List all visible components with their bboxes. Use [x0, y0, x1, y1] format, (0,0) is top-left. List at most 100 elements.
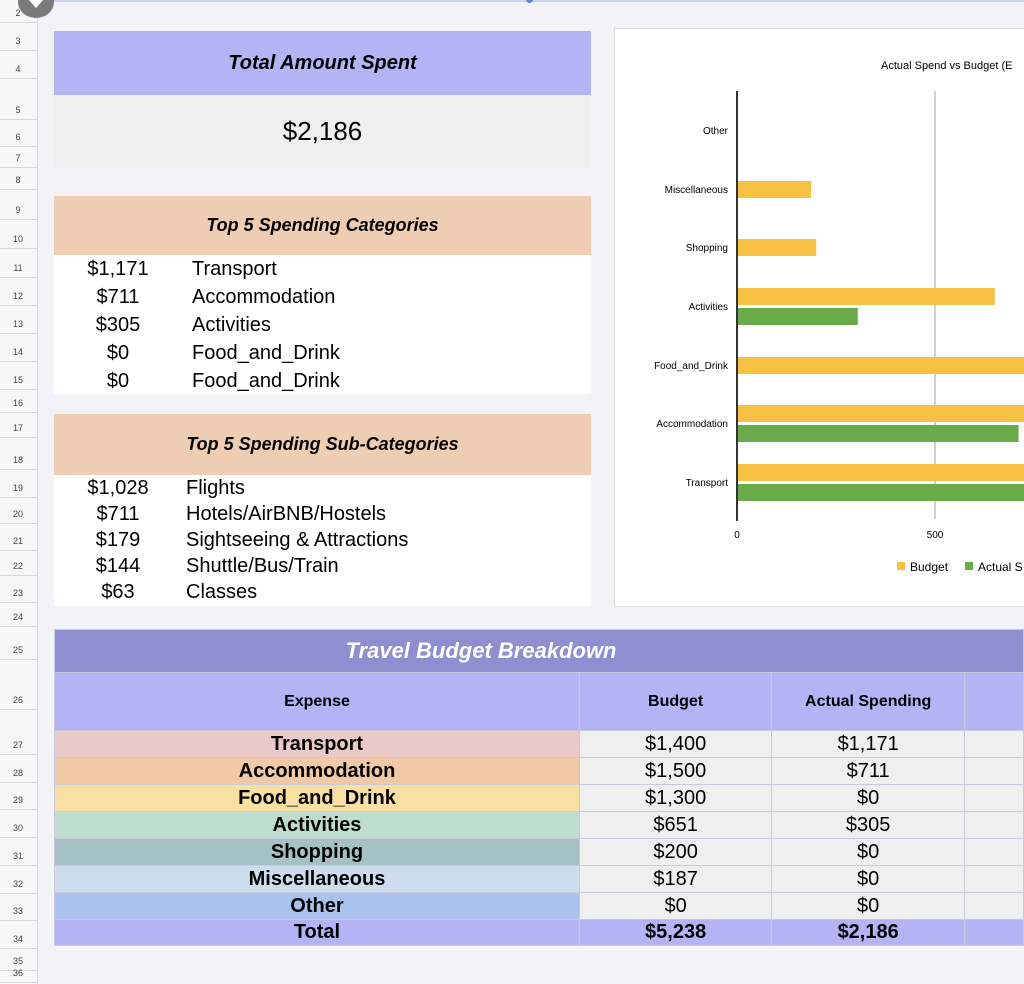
row-number[interactable]: 4 [15, 64, 21, 74]
extra-cell[interactable] [964, 865, 1024, 893]
header-actual[interactable]: Actual Spending [771, 672, 966, 731]
category-tick-label: Food_and_Drink [654, 361, 729, 372]
legend-swatch [897, 562, 905, 570]
row-number[interactable]: 3 [15, 36, 21, 46]
extra-cell[interactable] [964, 757, 1024, 785]
extra-cell[interactable] [964, 892, 1024, 920]
actual-cell[interactable]: $1,171 [771, 730, 966, 758]
budget-cell[interactable]: $200 [578, 838, 773, 866]
budget-cell[interactable]: $0 [578, 892, 773, 920]
header-expense[interactable]: Expense [54, 672, 580, 731]
total-budget[interactable]: $5,238 [578, 919, 773, 946]
header-extra[interactable] [964, 672, 1024, 731]
row-number[interactable]: 15 [12, 375, 23, 385]
bar-budget[interactable] [737, 405, 1024, 422]
bar-budget[interactable] [737, 181, 812, 198]
extra-cell[interactable] [964, 730, 1024, 758]
row-number[interactable]: 35 [12, 956, 23, 966]
actual-cell[interactable]: $0 [771, 892, 966, 920]
legend-label[interactable]: Actual S [978, 560, 1023, 574]
budget-cell[interactable]: $1,300 [578, 784, 773, 812]
extra-cell[interactable] [964, 784, 1024, 812]
row-number[interactable]: 2 [15, 8, 21, 18]
row-number[interactable]: 7 [15, 153, 21, 163]
row-divider [0, 469, 37, 470]
row-number[interactable]: 13 [12, 319, 23, 329]
row-number[interactable]: 10 [12, 234, 23, 244]
row-number[interactable]: 8 [15, 175, 21, 185]
budget-cell[interactable]: $1,400 [578, 730, 773, 758]
expense-name[interactable]: Transport [54, 730, 580, 758]
list-item: $305 Activities [54, 311, 591, 339]
row-number[interactable]: 17 [12, 423, 23, 433]
subcategory-label: Sightseeing & Attractions [186, 529, 409, 551]
extra-cell[interactable] [964, 838, 1024, 866]
chart-svg: Actual Spend vs Budget (E Other Miscellan… [654, 60, 1024, 574]
expense-name[interactable]: Miscellaneous [54, 865, 580, 893]
subcategory-amount: $144 [95, 555, 141, 577]
budget-cell[interactable]: $187 [578, 865, 773, 893]
row-number[interactable]: 6 [15, 132, 21, 142]
total-extra[interactable] [964, 919, 1024, 946]
sheet-menu-button[interactable] [18, 0, 54, 18]
bar-actual-s[interactable] [737, 425, 1019, 442]
row-number[interactable]: 27 [12, 740, 23, 750]
row-number[interactable]: 12 [12, 291, 23, 301]
actual-cell[interactable]: $0 [771, 838, 966, 866]
row-number[interactable]: 30 [12, 823, 23, 833]
actual-cell[interactable]: $305 [771, 811, 966, 839]
row-number[interactable]: 16 [12, 398, 23, 408]
bar-actual-s[interactable] [737, 308, 858, 325]
expense-name[interactable]: Accommodation [54, 757, 580, 785]
row-number[interactable]: 26 [12, 695, 23, 705]
expense-name[interactable]: Other [54, 892, 580, 920]
expense-name[interactable]: Shopping [54, 838, 580, 866]
row-number[interactable]: 5 [15, 105, 21, 115]
row-number[interactable]: 24 [12, 612, 23, 622]
row-number[interactable]: 23 [12, 588, 23, 598]
row-number[interactable]: 21 [12, 536, 23, 546]
bar-budget[interactable] [737, 288, 995, 305]
row-divider [0, 893, 37, 894]
extra-cell[interactable] [964, 811, 1024, 839]
row-number[interactable]: 20 [12, 509, 23, 519]
row-number[interactable]: 22 [12, 561, 23, 571]
row-number[interactable]: 36 [12, 968, 23, 978]
row-number[interactable]: 29 [12, 795, 23, 805]
column-resize-handle[interactable] [526, 0, 533, 3]
row-number[interactable]: 32 [12, 879, 23, 889]
row-number[interactable]: 31 [12, 851, 23, 861]
row-number[interactable]: 33 [12, 906, 23, 916]
actual-cell[interactable]: $711 [771, 757, 966, 785]
expense-name[interactable]: Activities [54, 811, 580, 839]
actual-cell[interactable]: $0 [771, 865, 966, 893]
row-number[interactable]: 9 [15, 205, 21, 215]
row-number[interactable]: 28 [12, 768, 23, 778]
row-number[interactable]: 19 [12, 483, 23, 493]
row-number[interactable]: 18 [12, 455, 23, 465]
chevron-down-icon [29, 0, 43, 8]
row-number[interactable]: 34 [12, 934, 23, 944]
row-divider [0, 970, 37, 971]
header-budget[interactable]: Budget [578, 672, 773, 731]
bar-budget[interactable] [737, 357, 1024, 374]
budget-cell[interactable]: $651 [578, 811, 773, 839]
expense-name[interactable]: Food_and_Drink [54, 784, 580, 812]
row-divider [0, 575, 37, 576]
budget-chart[interactable]: Actual Spend vs Budget (E Other Miscellan… [614, 28, 1024, 607]
legend-label[interactable]: Budget [910, 560, 949, 574]
bar-budget[interactable] [737, 239, 817, 256]
bar-actual-s[interactable] [737, 484, 1024, 501]
x-tick-label: 0 [734, 530, 740, 541]
bar-budget[interactable] [737, 464, 1024, 481]
row-number[interactable]: 25 [12, 645, 23, 655]
actual-cell[interactable]: $0 [771, 784, 966, 812]
row-number[interactable]: 11 [13, 263, 23, 273]
budget-cell[interactable]: $1,500 [578, 757, 773, 785]
total-label[interactable]: Total [54, 919, 580, 946]
row-divider [0, 389, 37, 390]
total-actual[interactable]: $2,186 [771, 919, 966, 946]
row-number[interactable]: 14 [12, 347, 23, 357]
list-item: $179 Sightseeing & Attractions [54, 527, 591, 553]
table-row: Food_and_Drink $1,300 $0 [54, 784, 1024, 812]
